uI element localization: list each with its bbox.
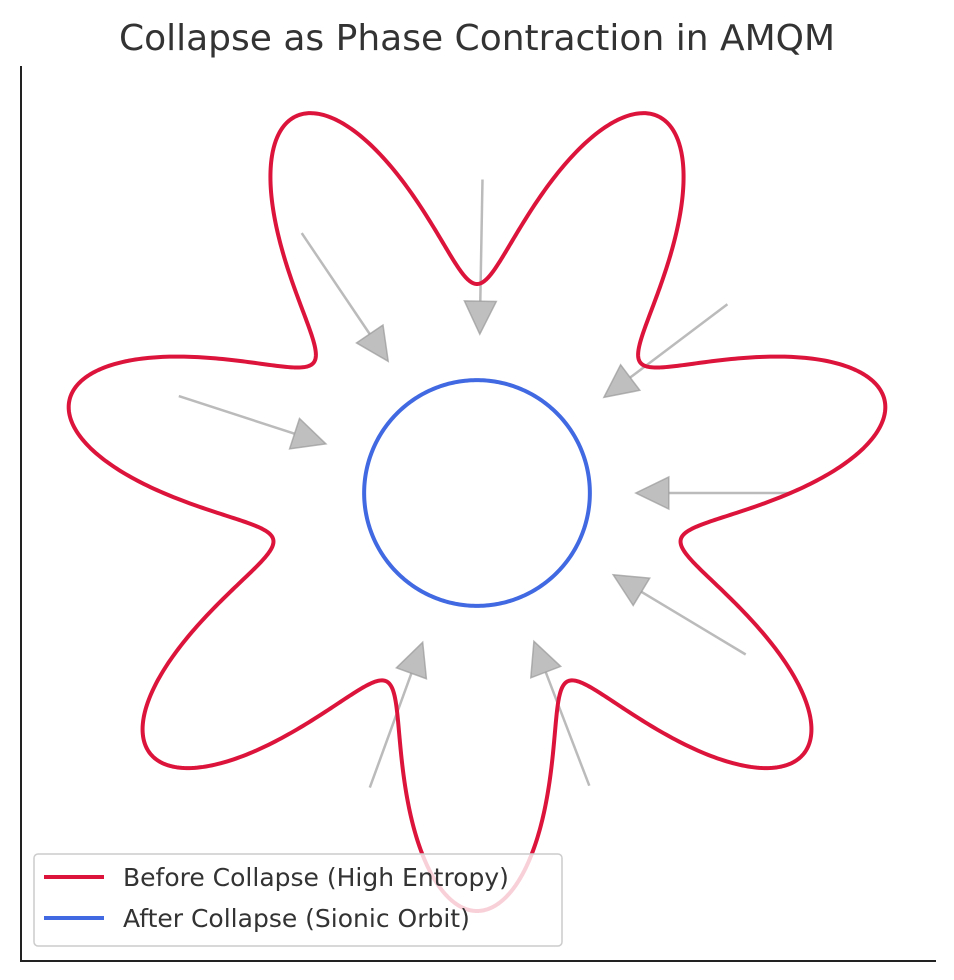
arrow-head-1: [602, 363, 642, 399]
after-collapse-orbit: [362, 378, 592, 608]
arrow-shaft-6: [544, 671, 591, 787]
legend: Before Collapse (High Entropy) After Col…: [33, 853, 563, 947]
legend-label-after: After Collapse (Sionic Orbit): [123, 904, 470, 933]
arrow-shaft-4: [178, 394, 295, 435]
before-collapse-curve: [66, 111, 888, 913]
arrow-shaft-7: [640, 590, 747, 656]
arrow-head-7: [611, 573, 651, 607]
arrow-head-3: [355, 323, 390, 363]
legend-label-before: Before Collapse (High Entropy): [123, 863, 509, 892]
legend-box: [33, 853, 563, 947]
arrow-head-6: [529, 639, 563, 679]
arrow-head-2: [463, 300, 498, 336]
arrow-shaft-3: [300, 232, 371, 335]
arrow-shaft-2: [479, 179, 484, 302]
chart-title: Collapse as Phase Contraction in AMQM: [119, 18, 835, 59]
arrow-head-4: [288, 417, 328, 450]
arrow-head-5: [395, 640, 428, 680]
arrow-head-0: [634, 475, 670, 511]
collapse-arrows: [178, 179, 791, 789]
arrow-shaft-5: [368, 672, 413, 789]
